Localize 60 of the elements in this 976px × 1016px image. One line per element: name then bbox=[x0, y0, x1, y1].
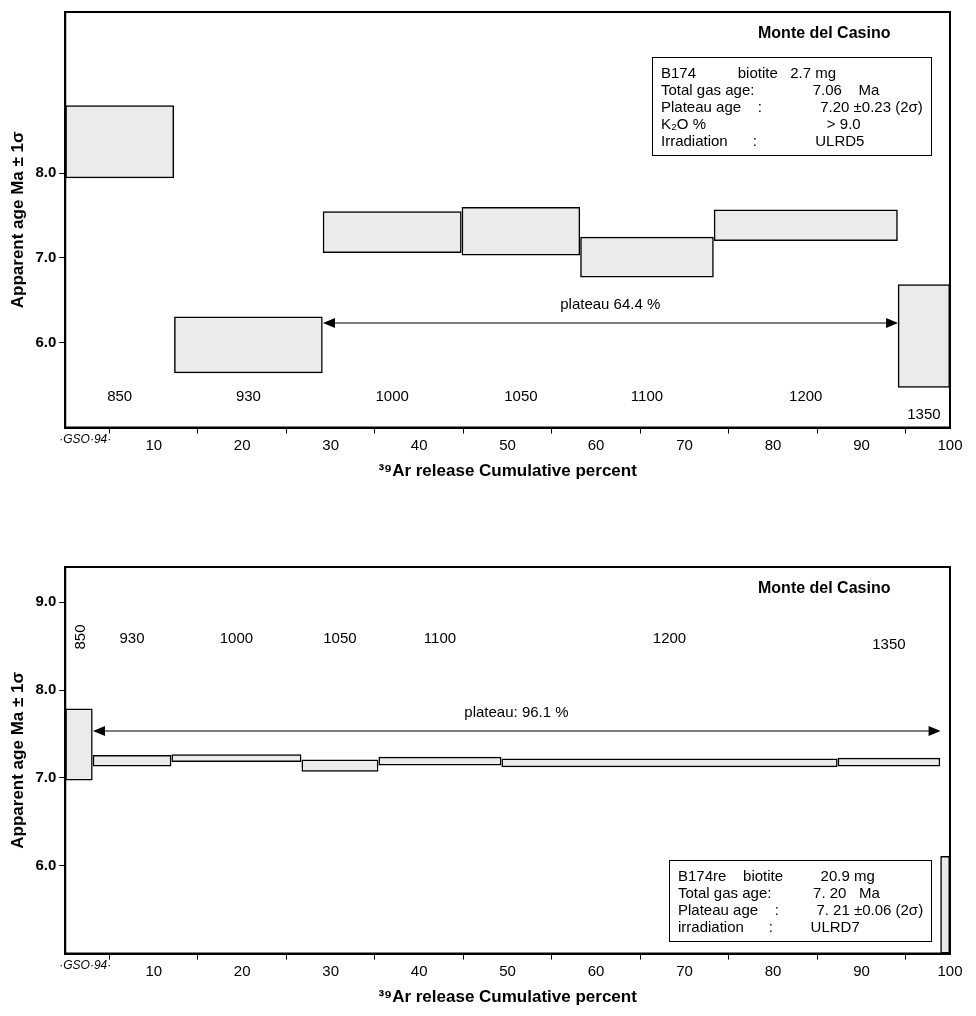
y-tick-label: 6.0 bbox=[35, 855, 57, 873]
annotation: 850 bbox=[107, 386, 133, 404]
x-tick-label: 30 bbox=[322, 435, 340, 453]
y-tick-label: 8.0 bbox=[35, 680, 57, 698]
annotation: 1200 bbox=[652, 628, 687, 646]
y-tick-label: 7.0 bbox=[35, 768, 57, 786]
annotation: 1350 bbox=[872, 634, 906, 652]
y-axis-title: Apparent age Ma ± 1σ bbox=[7, 671, 27, 849]
annotation: B174re biotite 20.9 mg bbox=[678, 866, 876, 884]
x-tick-label: 70 bbox=[676, 961, 693, 979]
x-tick-label: 100 bbox=[937, 435, 963, 453]
annotation: B174 biotite 2.7 mg bbox=[661, 64, 838, 81]
annotation: 1050 bbox=[323, 628, 357, 646]
x-tick-label: 80 bbox=[764, 961, 782, 979]
x-tick-label: 40 bbox=[410, 961, 428, 979]
annotation: Irradiation : ULRD5 bbox=[661, 132, 866, 149]
y-tick-label: 7.0 bbox=[35, 248, 57, 266]
annotation: 1000 bbox=[219, 628, 254, 646]
annotation: Plateau age : 7. 21 ±0.06 (2σ) bbox=[678, 900, 924, 918]
x-axis-title: ³⁹Ar release Cumulative percent bbox=[378, 461, 638, 481]
x-tick-label: 50 bbox=[499, 961, 516, 979]
annotation: 850 bbox=[70, 624, 88, 650]
x-tick-label: 30 bbox=[322, 961, 340, 979]
annotation: Plateau age : 7.20 ±0.23 (2σ) bbox=[661, 98, 923, 115]
x-tick-label: 60 bbox=[587, 961, 605, 979]
x-tick-label: 60 bbox=[587, 435, 605, 453]
text: Monte del Casino bbox=[758, 24, 891, 42]
text: Monte del Casino bbox=[758, 579, 891, 597]
annotation: 1200 bbox=[789, 386, 823, 404]
x-tick-label: 20 bbox=[233, 961, 251, 979]
x-tick-label: 70 bbox=[676, 435, 693, 453]
x-tick-label: 40 bbox=[410, 435, 428, 453]
x-tick-label: 10 bbox=[145, 435, 163, 453]
annotation: 1000 bbox=[375, 386, 409, 404]
annotation: plateau 64.4 % bbox=[560, 294, 661, 312]
text: ·GSO·94· bbox=[59, 431, 112, 446]
x-tick-label: 10 bbox=[145, 961, 163, 979]
x-tick-label: 90 bbox=[853, 961, 870, 979]
y-axis-title: Apparent age Ma ± 1σ bbox=[7, 131, 27, 309]
annotation: 1100 bbox=[423, 628, 457, 646]
annotation: 930 bbox=[235, 386, 261, 404]
annotation: Total gas age: 7.06 Ma bbox=[661, 81, 881, 98]
annotation: irradiation : ULRD7 bbox=[678, 917, 861, 935]
annotation: 930 bbox=[119, 628, 145, 646]
annotation: 1350 bbox=[907, 404, 941, 422]
y-tick-label: 6.0 bbox=[35, 332, 57, 350]
y-tick-label: 8.0 bbox=[35, 163, 57, 181]
text: ·GSO·94· bbox=[59, 957, 112, 972]
annotation: 1100 bbox=[630, 386, 664, 404]
annotation: K₂O % > 9.0 bbox=[661, 115, 862, 132]
x-tick-label: 20 bbox=[233, 435, 251, 453]
annotation: plateau: 96.1 % bbox=[464, 702, 569, 720]
y-tick-label: 9.0 bbox=[35, 592, 57, 610]
annotation: 1050 bbox=[504, 386, 538, 404]
x-tick-label: 50 bbox=[499, 435, 516, 453]
x-tick-label: 90 bbox=[853, 435, 870, 453]
x-tick-label: 100 bbox=[937, 961, 963, 979]
x-axis-title: ³⁹Ar release Cumulative percent bbox=[378, 987, 638, 1007]
annotation: Total gas age: 7. 20 Ma bbox=[678, 883, 881, 901]
x-tick-label: 80 bbox=[764, 435, 782, 453]
